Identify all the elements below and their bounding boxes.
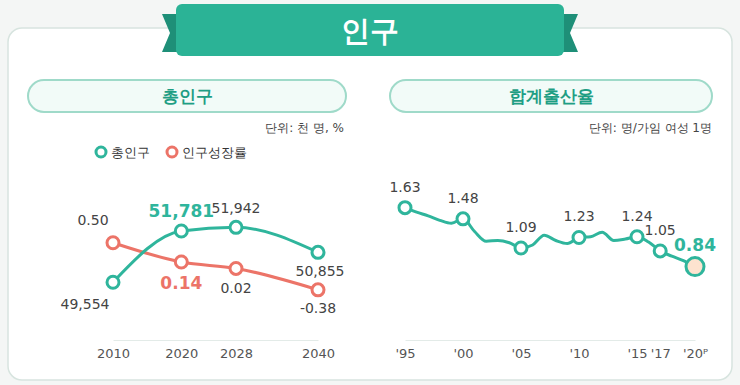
x-tick-label: '00	[453, 346, 473, 361]
data-labels: 0.50 0.14 0.02 -0.38 49,554 51,78151,942 50,85…	[61, 200, 345, 315]
marker	[457, 213, 469, 225]
x-tick: '95	[395, 340, 415, 361]
chart-1: 합계출산율단위: 명/가임 여성 1명 '95 '00 '05 '10 '15 '17 '20…	[389, 80, 716, 361]
banner-flap	[162, 14, 178, 52]
legend: 총인구 인구성장률	[96, 145, 247, 160]
legend-swatch	[96, 147, 106, 157]
x-tick-label: 2010	[97, 346, 130, 361]
x-tick: 2028	[220, 340, 253, 361]
infographic: 인구총인구단위: 천 명, %20102020202820400.500.140…	[0, 0, 740, 385]
data-label: 1.09	[505, 219, 536, 235]
data-label: 1.23	[563, 208, 594, 224]
chart-title: 합계출산율	[509, 86, 594, 106]
data-label: 49,554	[61, 296, 110, 312]
marker	[175, 256, 187, 268]
banner-flap	[562, 14, 578, 52]
series-line	[113, 227, 318, 282]
x-axis-line	[406, 340, 696, 341]
x-tick-label: 2028	[220, 346, 253, 361]
x-tick: '05	[511, 340, 531, 361]
marker	[175, 225, 187, 237]
data-label: 1.05	[645, 222, 676, 238]
x-tick: 2020	[165, 340, 198, 361]
legend-item: 총인구	[96, 145, 150, 160]
x-tick-label: '95	[395, 346, 415, 361]
x-tick: '00	[453, 340, 473, 361]
x-tick: '20ᴾ	[683, 340, 708, 361]
chart-0: 총인구단위: 천 명, %20102020202820400.500.140.0…	[28, 80, 346, 361]
x-axis: '95 '00 '05 '10 '15 '17 '20ᴾ	[395, 340, 708, 361]
legend-item: 인구성장률	[167, 145, 247, 160]
legend-swatch	[167, 147, 177, 157]
x-tick: '15	[627, 340, 647, 361]
data-label: 0.02	[220, 280, 251, 296]
legend-label: 총인구	[111, 145, 150, 160]
header-title: 인구	[341, 14, 399, 48]
marker	[107, 276, 119, 288]
background	[0, 0, 740, 385]
data-label: 0.84	[674, 235, 716, 255]
data-label: -0.38	[300, 300, 336, 316]
marker	[515, 242, 527, 254]
x-tick: '17	[651, 340, 671, 361]
marker	[230, 221, 242, 233]
legend-label: 인구성장률	[182, 145, 247, 160]
x-tick: '10	[569, 340, 589, 361]
page: 인구총인구단위: 천 명, %20102020202820400.500.140…	[0, 0, 740, 385]
plot-area	[399, 202, 704, 276]
x-tick-label: '05	[511, 346, 531, 361]
title-pill	[390, 80, 712, 112]
x-tick-label: '20ᴾ	[683, 346, 708, 361]
x-tick-label: 2020	[165, 346, 198, 361]
data-label: 0.14	[160, 273, 202, 293]
data-label: 1.48	[447, 190, 478, 206]
unit-label: 단위: 천 명, %	[265, 121, 344, 135]
marker	[399, 202, 411, 214]
data-label: 1.63	[389, 179, 420, 195]
marker	[312, 246, 324, 258]
marker	[230, 262, 242, 274]
x-tick: 2040	[302, 340, 335, 361]
x-tick-label: 2040	[302, 346, 335, 361]
x-tick-label: '15	[627, 346, 647, 361]
x-tick-label: '10	[569, 346, 589, 361]
data-label: 50,855	[296, 263, 345, 279]
series-line	[405, 208, 695, 267]
chart-title: 총인구	[162, 86, 213, 106]
x-axis-line	[114, 340, 319, 341]
plot-area	[107, 221, 324, 295]
marker	[107, 237, 119, 249]
x-tick-label: '17	[651, 346, 671, 361]
x-axis: 2010 2020 2028 2040	[97, 340, 335, 361]
data-label: 0.50	[77, 212, 108, 228]
marker	[686, 258, 704, 276]
marker	[573, 231, 585, 243]
x-tick: 2010	[97, 340, 130, 361]
marker	[631, 231, 643, 243]
title-pill	[28, 80, 346, 112]
card	[8, 28, 732, 380]
marker	[654, 245, 666, 257]
unit-label: 단위: 명/가임 여성 1명	[589, 121, 712, 135]
data-label: 51,781	[149, 201, 215, 221]
marker	[312, 284, 324, 296]
data-labels: 1.631.481.091.231.241.050.84	[389, 179, 716, 255]
data-label: 51,942	[212, 200, 261, 216]
banner	[176, 4, 564, 56]
